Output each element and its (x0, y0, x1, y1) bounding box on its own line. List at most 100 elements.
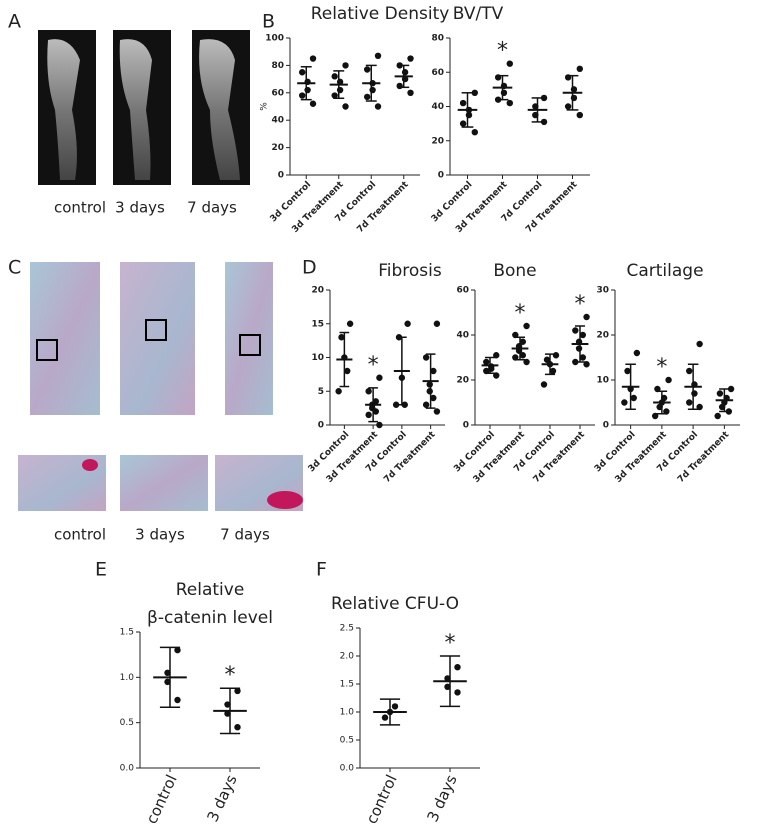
y-tick-label: 0.0 (340, 764, 355, 774)
y-tick-label: 30 (596, 286, 609, 296)
panel-label: A (8, 11, 21, 33)
data-point (540, 118, 548, 126)
y-tick-label: 0 (278, 171, 284, 181)
data-point (572, 327, 579, 334)
y-tick-label: 20 (456, 376, 469, 386)
data-point (459, 99, 467, 107)
data-point (540, 94, 548, 102)
x-tick-label: 7d Treatment (532, 429, 588, 485)
panel-label: E (95, 559, 107, 581)
data-point (298, 92, 306, 99)
data-point (540, 381, 548, 388)
image-caption: control (54, 199, 106, 217)
data-point (727, 385, 735, 393)
chart-title: Bone (493, 261, 536, 281)
data-point (624, 367, 631, 375)
y-tick-label: 10 (311, 353, 324, 363)
data-point (422, 354, 430, 361)
data-point (164, 669, 171, 676)
data-point (714, 412, 721, 420)
data-point (342, 62, 349, 69)
data-point (369, 86, 376, 94)
data-point (376, 421, 383, 429)
y-tick-label: 0 (438, 171, 444, 181)
data-point (234, 687, 241, 695)
data-point (433, 408, 441, 415)
data-point (298, 69, 306, 76)
data-point (374, 103, 382, 110)
data-point (471, 128, 478, 136)
y-tick-label: 15 (311, 319, 324, 329)
data-point (716, 390, 724, 397)
data-point (363, 66, 371, 73)
data-point (519, 338, 527, 345)
data-point (164, 678, 171, 686)
y-tick-label: 40 (431, 102, 444, 112)
data-point (686, 399, 693, 406)
data-point (392, 401, 400, 408)
y-tick-label: 80 (271, 61, 284, 71)
y-tick-label: 20 (431, 136, 444, 146)
y-tick-label: 2.0 (340, 652, 355, 662)
chart-title: Relative CFU-O (331, 594, 459, 614)
chart-title: β-catenin level (147, 608, 273, 628)
chart-title: Cartilage (626, 261, 703, 281)
data-point (691, 390, 698, 397)
chart-title: Relative Density (311, 4, 450, 24)
y-tick-label: 0 (318, 421, 324, 431)
data-point (621, 399, 628, 406)
data-point (575, 345, 583, 352)
data-point (523, 322, 530, 330)
y-tick-label: 20 (311, 286, 324, 296)
y-tick-label: 100 (265, 34, 284, 44)
data-point (346, 320, 354, 327)
image-caption: 3 days (135, 526, 185, 544)
significance-star: * (225, 663, 236, 688)
y-tick-label: 0 (603, 421, 609, 431)
x-tick-label: 3 days (203, 772, 240, 825)
significance-star: * (515, 301, 526, 326)
data-point (344, 367, 351, 375)
data-point (433, 320, 441, 327)
data-point (336, 86, 344, 94)
y-tick-label: 60 (271, 88, 284, 98)
x-tick-label: 7d Treatment (382, 429, 438, 485)
chart: Relative β-catenin level 0.0 0.5 1.0 1.5 contr… (120, 580, 273, 827)
data-point (365, 411, 372, 419)
y-tick-label: 80 (431, 34, 444, 44)
data-point (564, 103, 572, 110)
data-point (338, 334, 345, 341)
data-point (224, 710, 231, 717)
significance-star: * (368, 353, 379, 378)
data-point (465, 111, 473, 119)
data-point (426, 388, 433, 395)
data-point (579, 354, 587, 361)
data-point (454, 689, 461, 696)
data-point (570, 94, 578, 102)
data-point (471, 89, 478, 97)
panel-label: D (302, 257, 317, 279)
chart-title: BV/TV (453, 4, 504, 24)
data-point (309, 100, 317, 107)
significance-star: * (497, 39, 508, 64)
data-point (500, 89, 508, 97)
data-point (331, 92, 338, 99)
data-point (454, 664, 461, 671)
data-point (583, 313, 590, 321)
data-point (396, 82, 403, 90)
y-tick-label: 2.5 (340, 624, 354, 634)
y-tick-label: 0 (463, 421, 469, 431)
data-point (630, 394, 637, 402)
data-point (570, 86, 578, 93)
data-point (234, 724, 241, 731)
data-point (365, 388, 372, 395)
data-point (401, 69, 409, 76)
data-point (579, 331, 587, 339)
significance-star: * (575, 292, 586, 317)
y-tick-label: 60 (431, 68, 444, 78)
